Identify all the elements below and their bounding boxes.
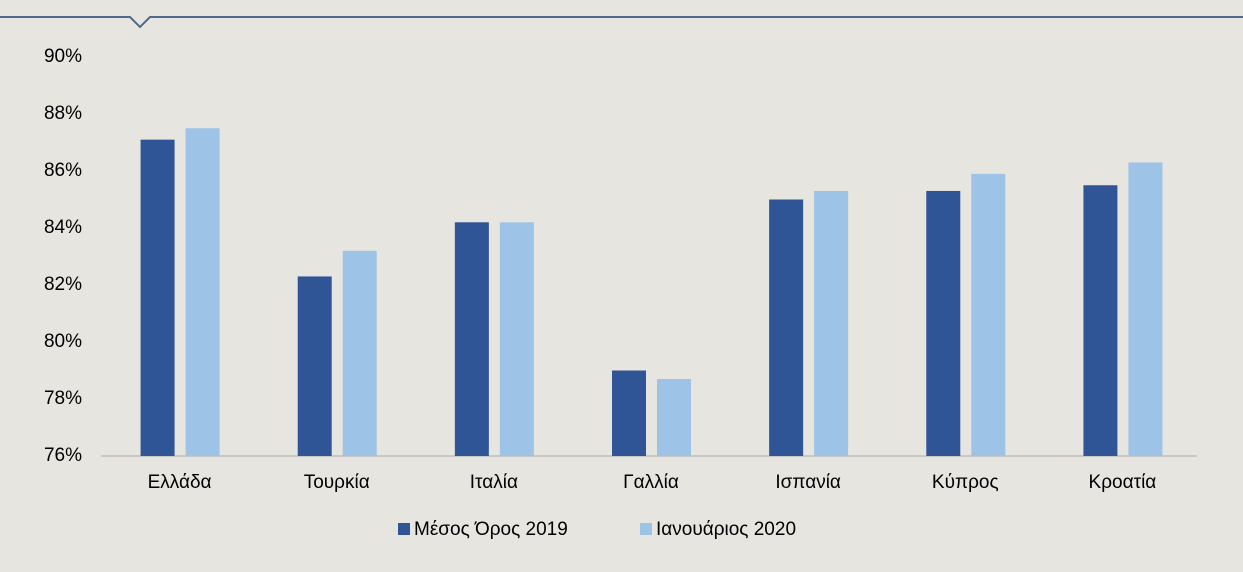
- x-tick-label: Γαλλία: [623, 472, 679, 493]
- legend-swatch: [640, 523, 652, 535]
- y-tick-label: 90%: [44, 46, 82, 67]
- x-tick-label: Κύπρος: [932, 472, 999, 493]
- y-tick-label: 80%: [44, 331, 82, 352]
- bar: [769, 199, 804, 456]
- x-tick-label: Ελλάδα: [148, 472, 212, 493]
- y-tick-label: 76%: [44, 445, 82, 466]
- bar: [814, 190, 849, 456]
- top-rule: [0, 16, 1243, 29]
- x-tick-label: Τουρκία: [304, 472, 370, 493]
- bar: [342, 250, 377, 456]
- legend-swatch: [398, 523, 410, 535]
- legend-label: Μέσος Όρος 2019: [414, 519, 568, 540]
- y-tick-label: 86%: [44, 160, 82, 181]
- bar: [297, 276, 332, 456]
- legend-label: Ιανουάριος 2020: [656, 519, 796, 540]
- y-tick-label: 82%: [44, 274, 82, 295]
- bar: [1128, 162, 1163, 456]
- bar: [185, 128, 220, 456]
- y-tick-label: 84%: [44, 217, 82, 238]
- bar: [657, 379, 691, 456]
- y-tick-label: 88%: [44, 103, 82, 124]
- bar: [612, 370, 646, 456]
- bar: [499, 222, 534, 456]
- bar: [140, 139, 175, 456]
- bar: [1083, 185, 1118, 456]
- x-tick-label: Ιταλία: [470, 472, 518, 493]
- bar: [454, 222, 489, 456]
- bar: [926, 190, 961, 456]
- bar: [971, 173, 1006, 456]
- x-tick-label: Ισπανία: [775, 472, 841, 493]
- x-tick-label: Κροατία: [1089, 472, 1157, 493]
- y-tick-label: 78%: [44, 388, 82, 409]
